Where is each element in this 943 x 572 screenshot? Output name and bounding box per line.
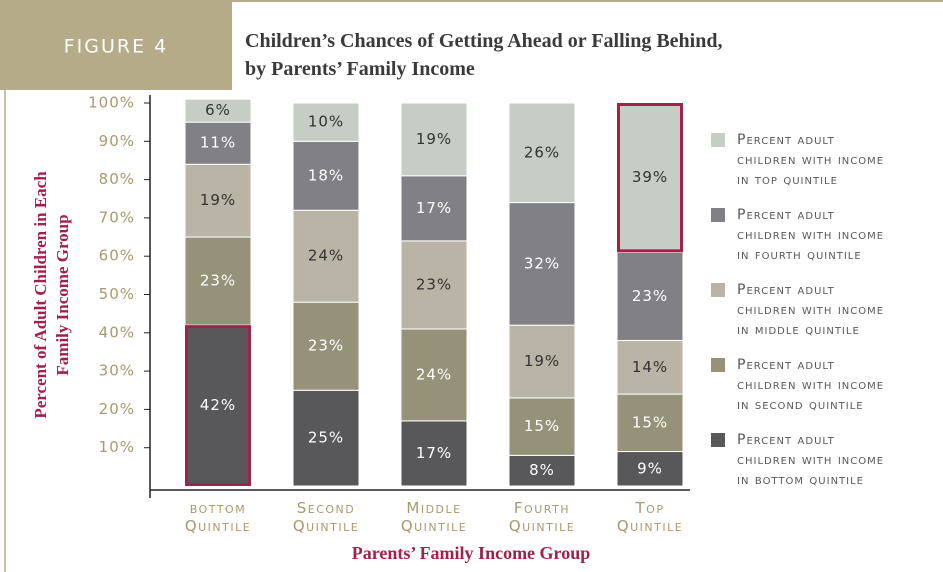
- value-label: 10%: [308, 113, 344, 131]
- value-label: 17%: [416, 199, 452, 217]
- value-label: 25%: [308, 429, 344, 447]
- figure-label: FIGURE 4: [64, 36, 169, 58]
- y-tick-label: 100%: [88, 94, 135, 112]
- x-tick-label: Top Quintile: [617, 499, 683, 535]
- value-label: 19%: [416, 130, 452, 148]
- value-label: 24%: [416, 365, 452, 383]
- highlight-box: [617, 103, 683, 253]
- bar-segment: [184, 163, 252, 238]
- x-tick-label: Second Quintile: [293, 499, 359, 535]
- bar-segment: [400, 328, 468, 422]
- bar-segment: [400, 240, 468, 330]
- value-label: 24%: [308, 247, 344, 265]
- bar-segment: [400, 175, 468, 242]
- y-tick-label: 50%: [99, 285, 135, 303]
- legend-swatch: [711, 133, 725, 147]
- y-tick-label: 90%: [99, 132, 135, 150]
- value-label: 6%: [205, 101, 231, 119]
- bar-segment: [616, 451, 684, 487]
- bar-segment: [508, 102, 576, 204]
- legend-swatch: [711, 283, 725, 297]
- value-label: 8%: [529, 461, 555, 479]
- value-label: 15%: [632, 413, 668, 431]
- value-label: 17%: [416, 444, 452, 462]
- value-label: 23%: [416, 275, 452, 293]
- value-label: 15%: [524, 417, 560, 435]
- bar-segment: [184, 121, 252, 165]
- bar-segment: [508, 454, 576, 487]
- y-tick-label: 20%: [99, 400, 135, 418]
- bar-segment: [184, 324, 252, 487]
- value-label: 23%: [308, 337, 344, 355]
- bar-segment: [184, 236, 252, 326]
- bar-segment: [400, 420, 468, 487]
- y-axis-title: Percent of Adult Children in Each Family …: [31, 171, 72, 419]
- value-label: 19%: [200, 191, 236, 209]
- x-tick-label: Middle Quintile: [401, 499, 467, 535]
- x-tick-label: bottom Quintile: [185, 499, 251, 535]
- bar-segment: [292, 140, 360, 211]
- y-tick-label: 80%: [99, 170, 135, 188]
- bar-segment: [508, 202, 576, 326]
- legend-label: Percent adult children with income in four…: [737, 207, 884, 263]
- bar-segment: [292, 102, 360, 142]
- value-label: 11%: [200, 134, 236, 152]
- bar-segment: [400, 102, 468, 177]
- value-label: 19%: [524, 352, 560, 370]
- y-tick-label: 60%: [99, 247, 135, 265]
- bar-segment: [508, 397, 576, 456]
- x-axis-title: Parents’ Family Income Group: [352, 543, 590, 563]
- value-label: 23%: [632, 287, 668, 305]
- legend-label: Percent adult children with income in seco…: [737, 357, 884, 413]
- value-label: 26%: [524, 143, 560, 161]
- bar-segment: [616, 339, 684, 395]
- value-label: 39%: [632, 168, 668, 186]
- bar-segment: [508, 324, 576, 399]
- value-label: 42%: [200, 396, 236, 414]
- chart-title: Children’s Chances of Getting Ahead or F…: [245, 30, 722, 80]
- bar-segment: [292, 389, 360, 487]
- bar-segment: [184, 98, 252, 123]
- y-tick-label: 10%: [99, 438, 135, 456]
- legend-swatch: [711, 433, 725, 447]
- value-label: 23%: [200, 272, 236, 290]
- legend-swatch: [711, 358, 725, 372]
- value-label: 32%: [524, 254, 560, 272]
- bar-segment: [616, 393, 684, 453]
- legend-label: Percent adult children with income in top …: [737, 132, 884, 188]
- highlight-box: [185, 325, 251, 487]
- legend-label: Percent adult children with income in bott…: [737, 432, 884, 488]
- y-tick-label: 30%: [99, 362, 135, 380]
- y-tick-label: 40%: [99, 323, 135, 341]
- legend-label: Percent adult children with income in midd…: [737, 282, 884, 338]
- legend-swatch: [711, 208, 725, 222]
- value-label: 18%: [308, 166, 344, 184]
- x-tick-label: Fourth Quintile: [509, 499, 575, 535]
- y-tick-label: 70%: [99, 208, 135, 226]
- value-label: 9%: [637, 459, 663, 477]
- value-label: 14%: [632, 358, 668, 376]
- bar-segment: [292, 301, 360, 391]
- bar-segment: [292, 209, 360, 303]
- figure-band: [0, 0, 232, 90]
